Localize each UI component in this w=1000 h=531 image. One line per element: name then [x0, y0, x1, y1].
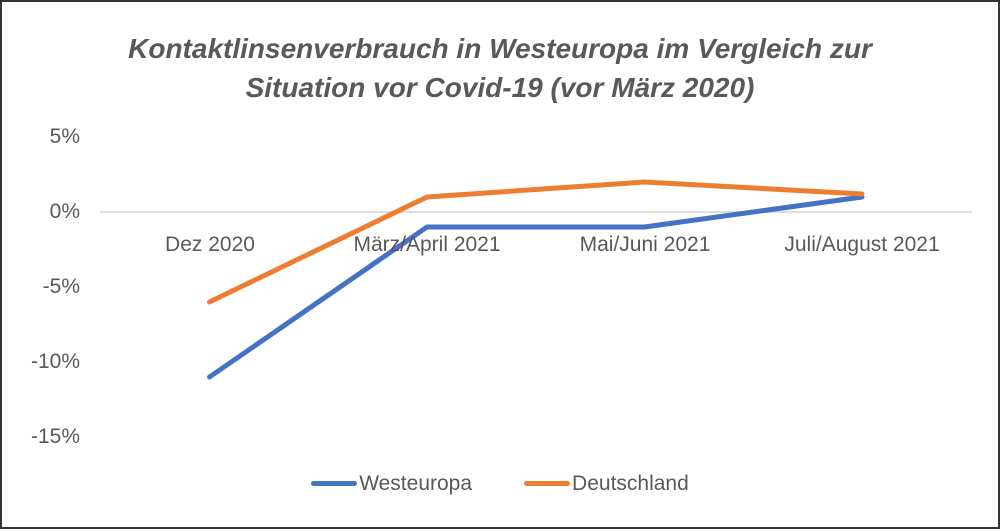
chart-title-line-1: Kontaktlinsenverbrauch in Westeuropa im … [128, 33, 872, 64]
y-axis-tick-label: 5% [49, 125, 80, 148]
chart-title: Kontaktlinsenverbrauch in Westeuropa im … [2, 29, 998, 107]
x-axis-category-label: Mai/Juni 2021 [579, 233, 711, 256]
x-axis-category-label: Juli/August 2021 [784, 233, 940, 256]
chart-title-line-2: Situation vor Covid-19 (vor März 2020) [245, 72, 755, 103]
legend-item-deutschland: Deutschland [524, 470, 689, 497]
legend: Westeuropa Deutschland [2, 470, 998, 497]
series-line-deutschland [207, 179, 865, 305]
x-axis-category-label: Dez 2020 [165, 233, 255, 256]
legend-line-swatch-deutschland [524, 481, 571, 486]
y-axis-tick-label: -15% [30, 425, 80, 448]
legend-label-deutschland: Deutschland [572, 472, 689, 495]
legend-line-swatch-westeuropa [311, 481, 358, 486]
y-axis-tick-label: -5% [42, 275, 80, 298]
y-axis-tick-label: 0% [49, 200, 80, 223]
legend-label-westeuropa: Westeuropa [359, 472, 473, 495]
x-axis-category-label: März/April 2021 [353, 233, 501, 256]
legend-item-westeuropa: Westeuropa [311, 470, 472, 497]
series-line-westeuropa [207, 194, 865, 380]
y-axis-tick-label: -10% [30, 350, 80, 373]
